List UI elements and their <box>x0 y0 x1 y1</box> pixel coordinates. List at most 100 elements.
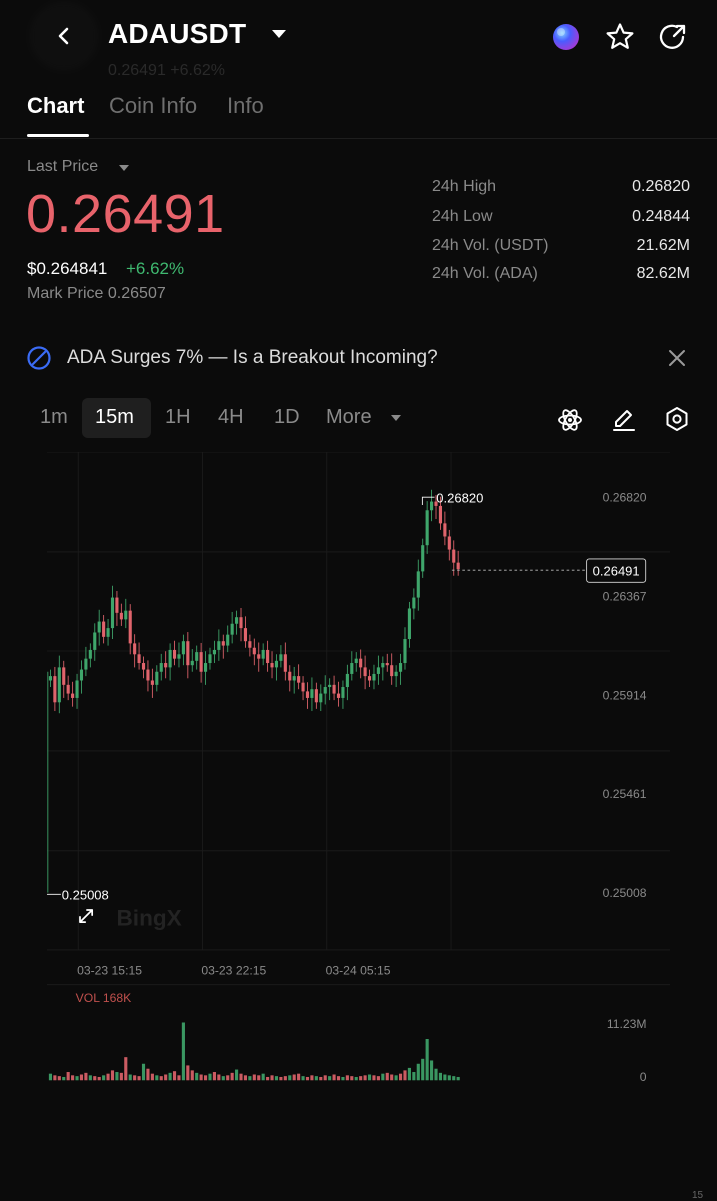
volume-bar <box>168 1072 172 1081</box>
volume-bar <box>407 1067 411 1081</box>
volume-bar <box>359 1076 363 1081</box>
candle-body <box>456 562 460 570</box>
share-icon[interactable] <box>656 20 690 54</box>
volume-bar <box>297 1073 301 1081</box>
expand-icon[interactable] <box>79 909 94 923</box>
volume-bar <box>288 1075 292 1081</box>
chart-grid <box>46 452 671 986</box>
tab-chart[interactable]: Chart <box>27 93 85 118</box>
volume-bar <box>186 1065 190 1081</box>
volume-bar <box>203 1075 208 1081</box>
ai-orb-icon[interactable] <box>549 20 583 54</box>
volume-bar <box>159 1076 163 1081</box>
candle-body <box>199 652 203 672</box>
candle-body <box>376 667 380 674</box>
usd-price: $0.264841 <box>27 259 108 278</box>
tab-coin-info[interactable]: Coin Info <box>109 93 198 118</box>
volume-bar <box>381 1073 385 1081</box>
x-tick-label: 03-24 05:15 <box>326 963 391 977</box>
volume-bar <box>97 1076 101 1081</box>
candle-body <box>75 680 79 698</box>
price-chart[interactable]: 0.26820 0.26367 0.25914 0.25461 0.25008 … <box>0 452 717 1102</box>
candle-body <box>367 676 372 681</box>
interval-15m[interactable]: 15m <box>95 406 134 428</box>
y-tick-label: 0.25914 <box>603 689 647 703</box>
candle-body <box>128 610 132 644</box>
volume-bar <box>155 1075 159 1081</box>
interval-1m[interactable]: 1m <box>40 406 68 428</box>
interval-active-bg <box>82 398 151 438</box>
indicator-atom-icon[interactable] <box>556 406 584 434</box>
current-price-tag <box>586 558 647 583</box>
settings-gear-icon[interactable] <box>663 405 691 433</box>
volume-bar <box>195 1072 199 1081</box>
volume-bar <box>84 1072 88 1081</box>
caret-down-icon[interactable] <box>272 30 286 38</box>
volume-bar <box>137 1076 141 1081</box>
interval-more[interactable]: More <box>326 406 372 428</box>
candle-body <box>186 641 190 666</box>
candle-body <box>314 689 318 703</box>
news-headline[interactable]: ADA Surges 7% — Is a Breakout Incoming? <box>67 347 438 368</box>
volume-bar <box>235 1069 239 1081</box>
candle-body <box>150 680 154 685</box>
candle-body <box>270 663 274 668</box>
back-button[interactable] <box>34 6 94 66</box>
volume-bar <box>133 1075 137 1081</box>
high-marker-label: 0.26820 <box>436 490 483 505</box>
candle-body <box>381 663 385 668</box>
candle-body <box>71 693 75 698</box>
volume-bar <box>248 1076 252 1081</box>
volume-bar <box>106 1073 110 1081</box>
star-icon[interactable] <box>603 20 637 54</box>
candle-body <box>266 649 270 664</box>
volume-bar <box>425 1038 429 1081</box>
volume-bar <box>434 1068 438 1081</box>
candle-body <box>208 654 212 664</box>
interval-1h[interactable]: 1H <box>165 406 191 428</box>
stat-value-vol-ada: 82.62M <box>636 265 690 282</box>
candle-body <box>203 663 208 672</box>
candle-body <box>292 676 296 681</box>
stat-value-vol-usdt: 21.62M <box>636 237 690 254</box>
volume-tick-label: 0 <box>640 1070 647 1084</box>
volume-bar <box>217 1074 221 1081</box>
draw-pencil-icon[interactable] <box>610 406 638 434</box>
candle-body <box>195 652 199 661</box>
volume-bar <box>164 1074 168 1081</box>
volume-bar <box>221 1076 225 1081</box>
volume-bar <box>128 1074 132 1081</box>
more-caret-icon[interactable] <box>391 415 401 421</box>
candle-body <box>115 597 119 613</box>
candle-body <box>164 663 168 668</box>
candle-body <box>412 597 416 609</box>
candle-body <box>102 621 106 637</box>
volume-bar <box>208 1073 212 1081</box>
pair-title[interactable]: ADAUSDT <box>108 18 247 49</box>
candle-body <box>252 647 256 655</box>
scroll-indicator: 15 <box>692 1190 704 1201</box>
volume-bar <box>372 1075 376 1081</box>
low-marker-label: 0.25008 <box>62 888 109 903</box>
volume-bar <box>363 1075 367 1081</box>
y-tick-label: 0.25008 <box>603 886 647 900</box>
candle-body <box>168 649 172 668</box>
tab-info[interactable]: Info <box>227 93 264 118</box>
candle-body <box>172 649 177 659</box>
interval-1d[interactable]: 1D <box>274 406 300 428</box>
chevron-down-icon[interactable] <box>119 165 129 171</box>
candle-body <box>301 682 305 692</box>
interval-4h[interactable]: 4H <box>218 406 244 428</box>
candle-body <box>425 510 429 546</box>
candle-body <box>394 671 398 677</box>
candle-body <box>146 669 150 681</box>
last-price-label[interactable]: Last Price <box>27 158 99 175</box>
y-tick-label: 0.26367 <box>603 590 647 604</box>
volume-bar <box>367 1074 372 1081</box>
close-icon[interactable] <box>667 348 687 368</box>
candle-body <box>261 649 265 659</box>
candle-body <box>243 628 248 642</box>
volume-bar <box>354 1076 358 1081</box>
stat-label-vol-ada: 24h Vol. (ADA) <box>432 265 538 282</box>
volume-bar <box>124 1057 128 1081</box>
